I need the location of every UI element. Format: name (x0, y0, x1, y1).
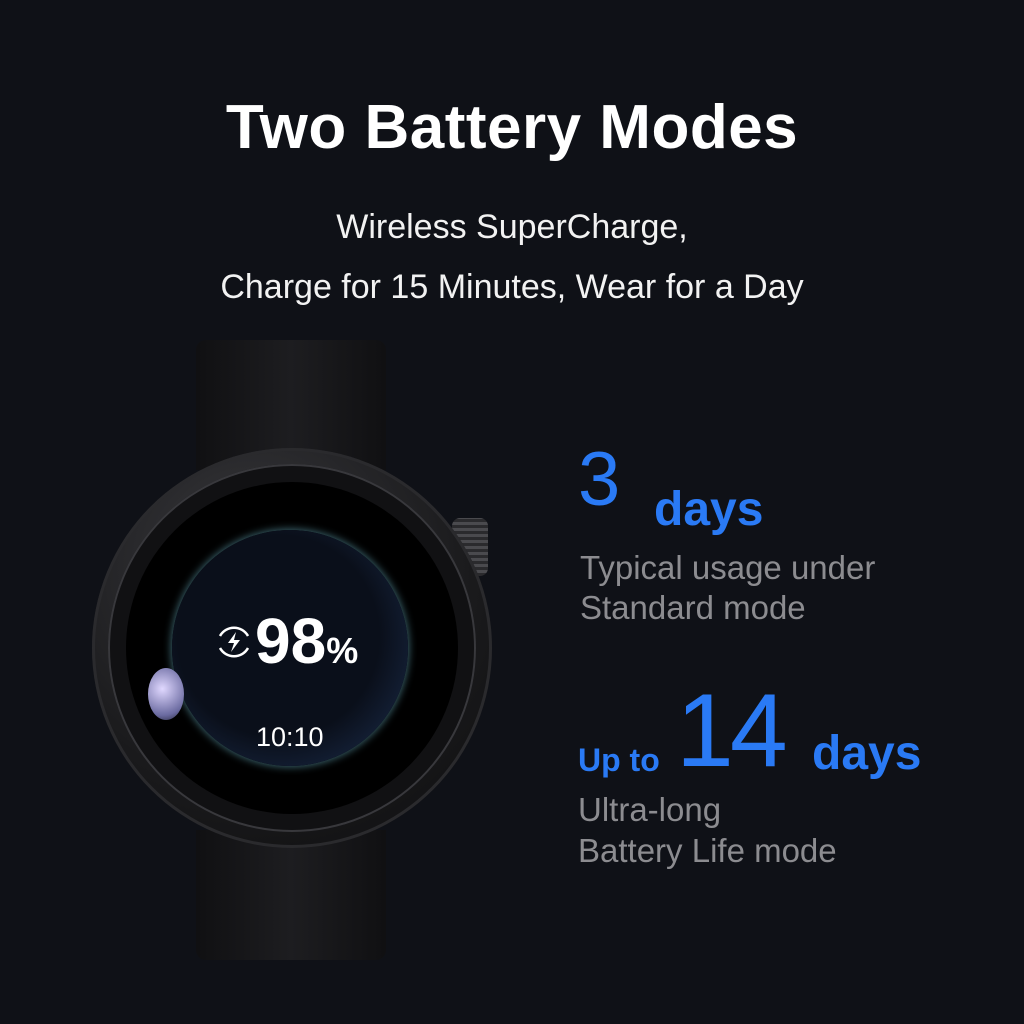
ultra-prefix: Up to (578, 742, 660, 778)
ultra-desc-1: Ultra-long (578, 791, 722, 828)
standard-desc-1: Typical usage under (580, 549, 876, 586)
watch-time: 10:10 (256, 722, 324, 752)
standard-days-number: 3 (578, 437, 621, 522)
ultra-days-number: 14 (676, 673, 788, 789)
subtitle-line-1: Wireless SuperCharge, (336, 208, 688, 246)
wireless-charging-icon (218, 626, 250, 658)
subtitle-line-2: Charge for 15 Minutes, Wear for a Day (220, 268, 804, 306)
page-title: Two Battery Modes (225, 93, 799, 162)
watch-face-bubble (172, 530, 408, 766)
ultra-days-unit: days (812, 727, 922, 780)
watch-strap-bottom (196, 830, 386, 960)
ultra-desc-2: Battery Life mode (578, 832, 837, 869)
battery-percentage: 98% (255, 605, 359, 677)
standard-days-unit: days (654, 483, 764, 536)
watch-face-droplet (148, 668, 184, 720)
standard-desc-2: Standard mode (580, 589, 806, 626)
